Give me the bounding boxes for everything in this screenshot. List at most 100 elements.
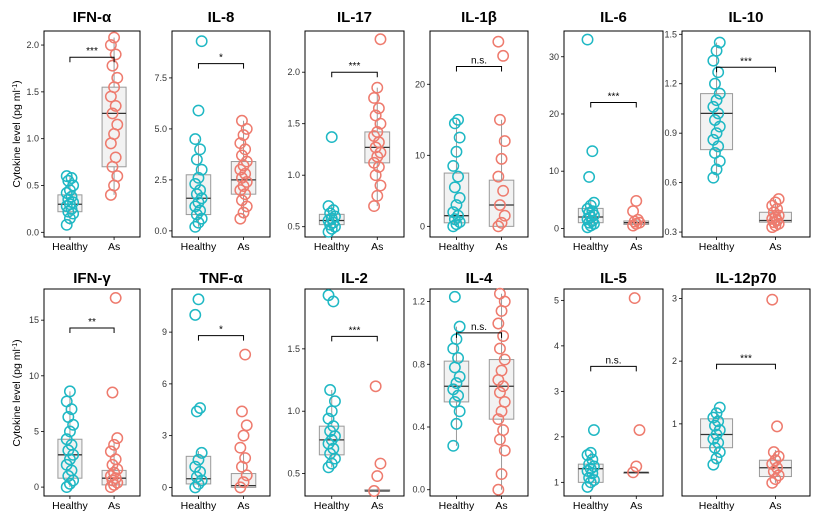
- data-point: [495, 364, 508, 377]
- data-point: [766, 293, 779, 306]
- x-category-label-as: As: [495, 500, 507, 512]
- data-point: [498, 209, 511, 222]
- y-axis-label-row-2: Cytokine level (pg ml-1): [11, 339, 23, 446]
- data-point: [448, 290, 461, 303]
- y-tick-label: 2.5: [154, 175, 167, 185]
- data-point: [189, 178, 202, 190]
- data-point: [713, 401, 726, 414]
- y-tick-label: 1.5: [287, 119, 300, 129]
- data-point: [452, 113, 465, 126]
- x-category-label-healthy: Healthy: [439, 241, 475, 253]
- data-point: [369, 109, 382, 122]
- data-point: [633, 424, 646, 436]
- data-point: [328, 395, 341, 408]
- y-axis-label-close: ): [11, 80, 23, 84]
- series-as: [230, 114, 257, 225]
- panel-frame: [171, 288, 271, 497]
- data-point: [447, 439, 460, 452]
- x-category-label-as: As: [495, 241, 507, 253]
- significance-bracket: [331, 71, 378, 78]
- data-point: [371, 470, 384, 482]
- y-tick-label: 10: [549, 166, 559, 176]
- y-tick-label: 20: [549, 109, 559, 119]
- panel-frame: [429, 30, 529, 238]
- data-point: [707, 100, 720, 113]
- y-tick-label: 0.0: [154, 226, 167, 236]
- x-category-label-healthy: Healthy: [52, 241, 88, 253]
- series-healthy: [577, 424, 604, 493]
- y-tick-label: 0.0: [412, 485, 425, 495]
- data-point: [108, 438, 121, 451]
- data-point: [627, 466, 640, 479]
- data-point: [630, 460, 643, 473]
- data-point: [453, 370, 466, 383]
- data-point: [237, 476, 250, 489]
- series-as: [488, 287, 515, 496]
- data-point: [627, 205, 640, 218]
- y-tick-label: 0.5: [287, 222, 300, 232]
- data-point: [371, 125, 384, 138]
- data-point: [190, 405, 203, 418]
- series-as: [364, 380, 391, 497]
- x-category-label-healthy: Healthy: [439, 500, 475, 512]
- panel-frame: [681, 288, 811, 497]
- data-point: [766, 476, 779, 489]
- data-point: [111, 170, 124, 183]
- data-point: [60, 481, 73, 494]
- data-point: [106, 386, 119, 399]
- data-point: [190, 153, 203, 166]
- significance-label: **: [88, 317, 96, 328]
- significance-bracket: [590, 365, 637, 372]
- significance-bracket: [716, 66, 776, 73]
- y-tick-label: 0.4: [412, 422, 425, 432]
- y-tick-label: 0: [162, 482, 167, 492]
- significance-label: ***: [608, 92, 620, 103]
- panel-title: IL-1β: [461, 9, 497, 26]
- data-point: [587, 424, 600, 436]
- data-point: [324, 207, 337, 220]
- y-axis-label-superscript: -1: [12, 343, 19, 349]
- data-point: [322, 200, 335, 213]
- y-tick-label: 0.6: [664, 178, 677, 188]
- panel-title: TNF-α: [199, 270, 243, 287]
- y-tick-label: 7.5: [154, 73, 167, 83]
- data-point: [368, 156, 381, 169]
- data-point: [493, 199, 506, 211]
- series-healthy: [700, 401, 734, 471]
- data-point: [322, 412, 335, 425]
- data-point: [453, 191, 466, 204]
- data-point: [498, 353, 511, 366]
- significance-label: n.s.: [605, 355, 621, 366]
- data-point: [109, 99, 122, 112]
- data-point: [234, 212, 247, 225]
- y-tick-label: 1.5: [26, 87, 39, 97]
- data-point: [240, 419, 253, 432]
- data-point: [769, 473, 782, 486]
- x-category-label-as: As: [237, 500, 249, 512]
- data-point: [581, 203, 594, 215]
- data-point: [495, 216, 508, 229]
- panel-title: IL-10: [728, 9, 763, 26]
- y-tick-label: 5: [554, 295, 559, 305]
- x-category-label-healthy: Healthy: [699, 241, 735, 253]
- panel-il-17: IL-17 0.5 1.0 1.5 2.0 Healthy As ***: [287, 9, 405, 253]
- x-category-label-as: As: [237, 241, 249, 253]
- panel-frame: [43, 30, 141, 238]
- y-tick-label: 3: [672, 293, 677, 303]
- data-point: [712, 66, 725, 79]
- significance-label: *: [219, 325, 223, 336]
- series-as: [364, 33, 391, 213]
- data-point: [450, 417, 463, 430]
- data-point: [63, 425, 76, 438]
- data-point: [713, 36, 726, 49]
- y-tick-label: 1: [672, 419, 677, 429]
- y-tick-label: 5.0: [154, 124, 167, 134]
- x-category-label-healthy: Healthy: [52, 500, 88, 512]
- panel-title: IL-12p70: [716, 270, 777, 287]
- panel-frame: [681, 30, 811, 238]
- data-point: [453, 405, 466, 418]
- series-as: [101, 291, 127, 494]
- data-point: [60, 170, 73, 183]
- panel-frame: [429, 288, 529, 497]
